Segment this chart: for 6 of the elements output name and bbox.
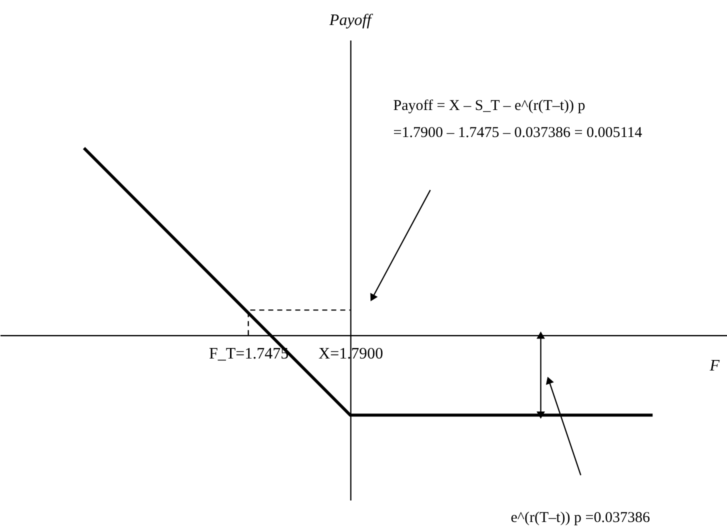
x-tick-label: F_T=1.7475 bbox=[208, 346, 289, 363]
text: =1.7900 – 1.7475 – 0.037386 = 0.005114 bbox=[393, 125, 643, 142]
text: e^(r(T–t)) p =0.037386 bbox=[510, 510, 650, 526]
x-axis-title: F bbox=[708, 358, 720, 375]
text: Payoff bbox=[328, 12, 374, 29]
text: Payoff = X – S_T – e^(r(T–t)) p bbox=[393, 98, 586, 114]
